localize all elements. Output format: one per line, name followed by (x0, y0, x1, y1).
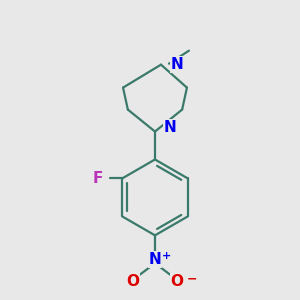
Text: −: − (187, 273, 197, 286)
Text: +: + (162, 251, 171, 261)
Text: O: O (170, 274, 183, 289)
Text: F: F (93, 171, 104, 186)
Text: O: O (127, 274, 140, 289)
Text: N: N (164, 120, 177, 135)
Text: N: N (171, 57, 184, 72)
Text: N: N (148, 252, 161, 267)
